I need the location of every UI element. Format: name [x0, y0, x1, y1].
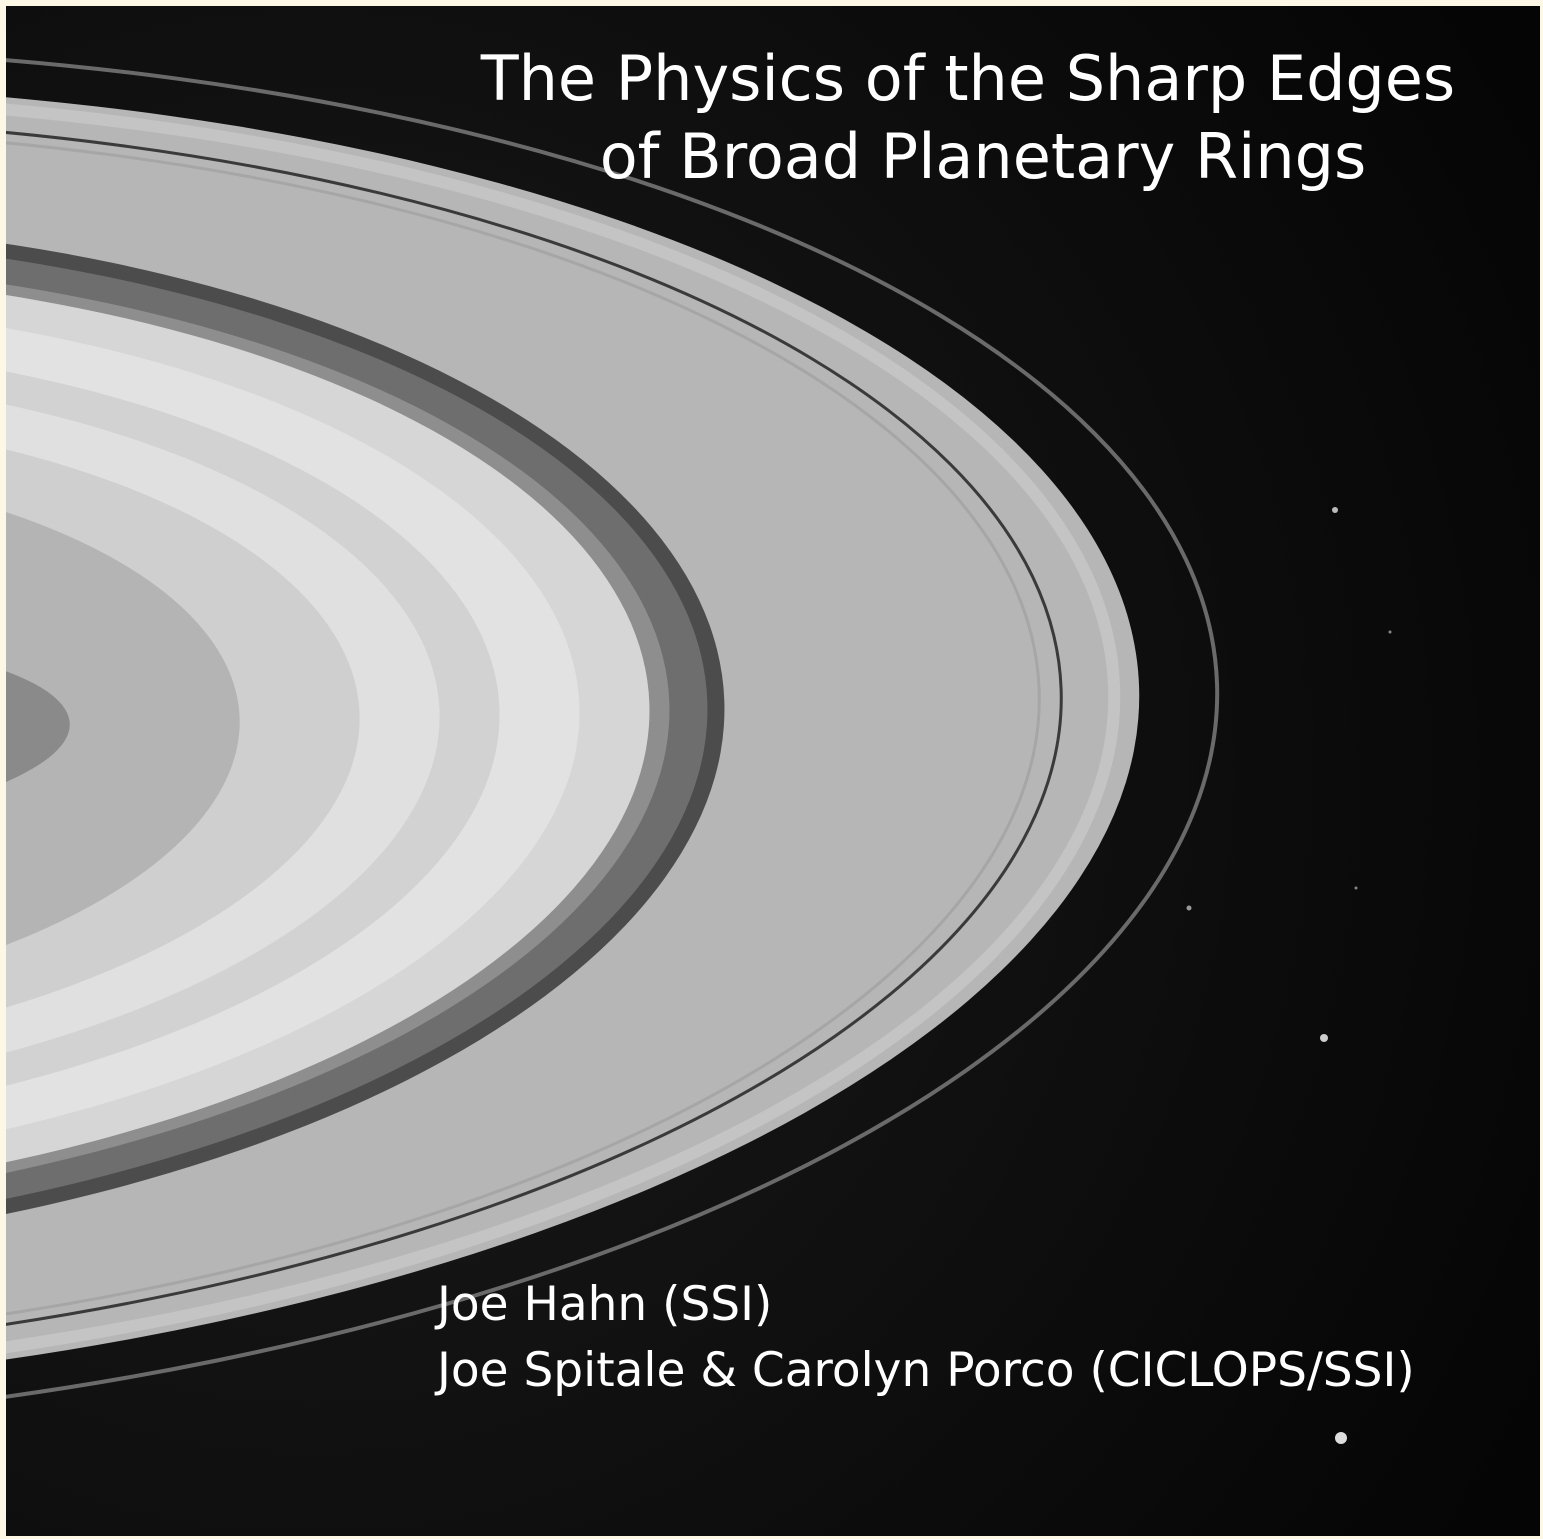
author-line: Joe Hahn (SSI) — [434, 1277, 772, 1332]
title-line: of Broad Planetary Rings — [600, 120, 1367, 193]
author-line: Joe Spitale & Carolyn Porco (CICLOPS/SSI… — [434, 1343, 1415, 1398]
title-line: The Physics of the Sharp Edges — [480, 42, 1455, 115]
